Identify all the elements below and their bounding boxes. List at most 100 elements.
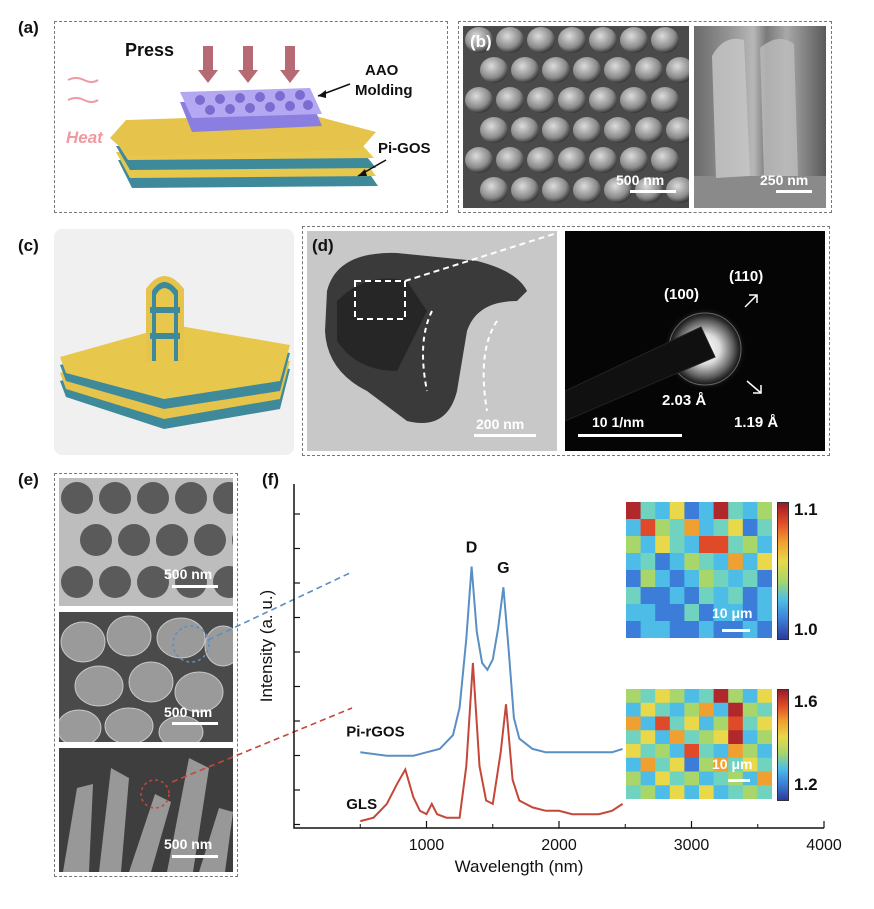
heatmap-cell — [655, 702, 671, 717]
heatmap-cell — [757, 604, 773, 622]
heatmap-cell — [626, 570, 642, 588]
diffraction-arrows-icon — [744, 294, 762, 394]
heatmap-cell — [684, 553, 700, 571]
heatmap-cell — [640, 744, 656, 759]
heatmap-cell — [742, 744, 758, 759]
panel-a-schematic — [60, 28, 444, 208]
heatmap-cell — [669, 785, 685, 800]
heatmap-cell — [699, 689, 715, 704]
heatmap-cell — [655, 716, 671, 731]
heatmap-cell — [713, 785, 729, 800]
heatmap-cell — [669, 702, 685, 717]
saed-pattern-image — [565, 231, 825, 451]
x-tick-label: 4000 — [806, 837, 842, 854]
colorbar-top-min: 1.0 — [794, 620, 818, 639]
heatmap-cell — [684, 689, 700, 704]
heatmap-cell — [640, 689, 656, 704]
heatmap-cell — [684, 587, 700, 605]
heatmap-cell — [655, 604, 671, 622]
heatmap-cell — [699, 553, 715, 571]
press-label: Press — [125, 40, 175, 60]
scale-e-mid-bar — [172, 722, 218, 725]
heatmap-cell — [728, 771, 744, 786]
panel-d-label: (d) — [312, 236, 334, 255]
heatmap-cell — [669, 570, 685, 588]
heatmap-cell — [626, 689, 642, 704]
heatmap-cell — [728, 553, 744, 571]
heatmap-cell — [626, 730, 642, 745]
heatmap-cell — [757, 536, 773, 554]
heatmap-cell — [669, 744, 685, 759]
heatmap-cell — [757, 621, 773, 639]
heatmap-cell — [728, 570, 744, 588]
heatmap-cell — [757, 757, 773, 772]
panel-e-label: (e) — [18, 470, 39, 489]
heatmap-cell — [684, 502, 700, 520]
heatmap-cell — [626, 744, 642, 759]
heatmap-cell — [684, 757, 700, 772]
heatmap-cell — [640, 570, 656, 588]
tem-image — [307, 231, 557, 451]
heatmap-cell — [713, 553, 729, 571]
heat-label: Heat — [66, 128, 103, 147]
heatmap-cell — [713, 757, 729, 772]
panel-e-frame — [54, 473, 238, 877]
heatmap-cell — [728, 785, 744, 800]
heatmap-cell — [655, 730, 671, 745]
heatmap-cell — [669, 587, 685, 605]
heatmap-cell — [626, 702, 642, 717]
heatmap-cell — [640, 553, 656, 571]
heatmap-cell — [757, 744, 773, 759]
heatmap-cell — [699, 502, 715, 520]
chart-axes — [293, 484, 824, 829]
heatmap-cell — [640, 587, 656, 605]
heatmap-cell — [713, 744, 729, 759]
scale-e-bot-text: 500 nm — [164, 836, 213, 852]
heatmap-cell — [728, 716, 744, 731]
ring-110-label: (110) — [729, 268, 764, 285]
heatmap-cell — [713, 730, 729, 745]
panel-d-frame — [302, 226, 830, 456]
heatmap-cell — [757, 771, 773, 786]
heatmap-cell — [757, 553, 773, 571]
map-top-scale-text: 10 μm — [712, 605, 753, 621]
heatmap-cell — [669, 757, 685, 772]
heatmap-cell — [640, 536, 656, 554]
heatmap-cell — [699, 744, 715, 759]
x-axis-label: Wavelength (nm) — [455, 857, 584, 876]
heatmap-cell — [640, 785, 656, 800]
heatmap-cell — [713, 587, 729, 605]
heatmap-cell — [655, 536, 671, 554]
heatmap-cell — [655, 553, 671, 571]
heatmap-cell — [626, 621, 642, 639]
heatmap-cell — [713, 689, 729, 704]
scale-e-bot-bar — [172, 855, 218, 858]
aao-label-line1: AAO — [365, 62, 399, 79]
panel-c-label: (c) — [18, 236, 39, 255]
x-tick-label: 1000 — [409, 837, 445, 854]
scale-e-top-text: 500 nm — [164, 566, 213, 582]
heatmap-cell — [640, 621, 656, 639]
heatmap-cell — [655, 587, 671, 605]
heatmap-cell — [742, 730, 758, 745]
sem-image-pi-rgos — [59, 612, 233, 742]
heatmap-cell — [728, 519, 744, 537]
heatmap-cell — [669, 553, 685, 571]
heatmap-cell — [655, 621, 671, 639]
heatmap-cell — [699, 771, 715, 786]
d-spacing-119: 1.19 Å — [734, 414, 779, 431]
raman-map-top — [626, 502, 773, 639]
heatmap-cell — [684, 570, 700, 588]
panel-b-frame — [458, 21, 832, 213]
map-bot-scale-bar — [728, 779, 750, 782]
heatmap-cell — [626, 502, 642, 520]
heatmap-cell — [669, 730, 685, 745]
heatmap-cell — [626, 771, 642, 786]
heatmap-cell — [669, 771, 685, 786]
heatmap-cell — [713, 604, 729, 622]
heatmap-cell — [742, 519, 758, 537]
heatmap-cell — [699, 621, 715, 639]
heatmap-cell — [699, 757, 715, 772]
heatmap-cell — [655, 689, 671, 704]
heatmap-cell — [626, 785, 642, 800]
